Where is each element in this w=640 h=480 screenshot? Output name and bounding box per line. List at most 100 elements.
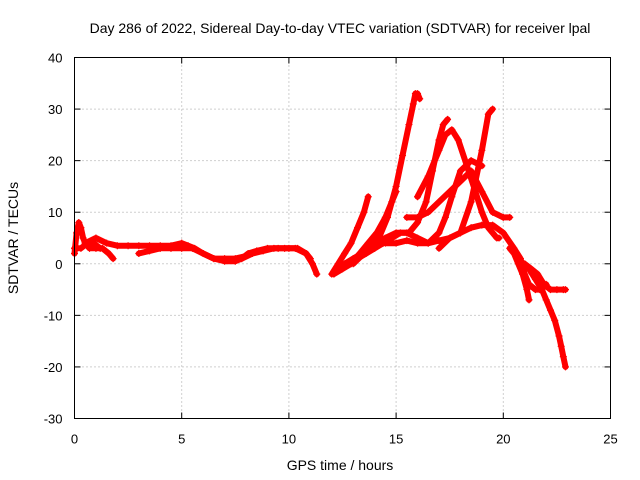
x-tick-label: 0 (71, 432, 78, 447)
data-point (542, 296, 550, 304)
x-axis-label: GPS time / hours (287, 457, 394, 473)
series-arc-15 (506, 244, 533, 304)
data-point (188, 244, 196, 252)
data-point (135, 242, 143, 250)
data-point (555, 332, 563, 340)
data-point (259, 247, 267, 255)
data-point (364, 193, 372, 201)
data-point (113, 242, 121, 250)
data-point (424, 208, 432, 216)
data-point (495, 234, 503, 242)
series-arc-17 (525, 265, 569, 371)
y-tick-label: 40 (48, 51, 62, 66)
grid (74, 57, 611, 419)
data-point (439, 121, 447, 129)
data-point (519, 270, 527, 278)
data-point (416, 95, 424, 103)
plot-frame (74, 57, 611, 419)
data-point (467, 157, 475, 165)
y-tick-label: -10 (44, 308, 63, 323)
data-point (441, 131, 449, 139)
data-point (489, 229, 497, 237)
data-point (456, 167, 464, 175)
data-point (441, 213, 449, 221)
series-arc-5 (238, 244, 321, 278)
x-tick-label: 5 (178, 432, 185, 447)
data-point (281, 244, 289, 252)
data-point (135, 249, 143, 257)
data-point (546, 306, 554, 314)
data-point (446, 188, 454, 196)
data-point (435, 146, 443, 154)
data-point (178, 244, 186, 252)
data-point (456, 229, 464, 237)
data-point (484, 110, 492, 118)
data-point (336, 265, 344, 273)
data-point (347, 239, 355, 247)
y-tick-label: 20 (48, 154, 62, 169)
data-point (435, 229, 443, 237)
series-trace (436, 222, 550, 293)
data-point (238, 255, 246, 263)
data-point (103, 239, 111, 247)
data-point (403, 213, 411, 221)
data-point (467, 224, 475, 232)
data-point (79, 234, 87, 242)
data-point (270, 244, 278, 252)
data-point (221, 255, 229, 263)
data-point (392, 239, 400, 247)
data-point (467, 198, 475, 206)
data-point (109, 255, 117, 263)
y-tick-label: -20 (44, 360, 63, 375)
data-point (75, 219, 83, 227)
data-point (96, 244, 104, 252)
data-point (330, 270, 338, 278)
data-point (456, 177, 464, 185)
x-tick-label: 20 (496, 432, 510, 447)
data-point (403, 229, 411, 237)
data-point (463, 162, 471, 170)
y-axis-label: SDTVAR / TECUs (5, 182, 21, 294)
data-point (478, 188, 486, 196)
series-trace (526, 265, 569, 370)
data-point (371, 239, 379, 247)
data-point (435, 198, 443, 206)
y-tick-label: 10 (48, 205, 62, 220)
data-point (77, 244, 85, 252)
data-point (248, 249, 256, 257)
data-point (399, 151, 407, 159)
data-point (146, 247, 154, 255)
data-point (92, 234, 100, 242)
data-point (77, 224, 85, 232)
data-point (381, 239, 389, 247)
data-point (546, 286, 554, 294)
data-point (525, 296, 533, 304)
data-point (559, 353, 567, 361)
data-point (414, 239, 422, 247)
data-point (478, 146, 486, 154)
data-point (561, 363, 569, 371)
data-point (435, 244, 443, 252)
data-point (360, 249, 368, 257)
series-arc-4 (135, 244, 250, 263)
data-point (424, 172, 432, 180)
x-tick-label: 15 (389, 432, 403, 447)
data-point (551, 317, 559, 325)
x-tick-label: 25 (603, 432, 617, 447)
data-point (553, 286, 561, 294)
data-point (506, 213, 514, 221)
data-point (156, 244, 164, 252)
data-point (81, 239, 89, 247)
data-point (489, 221, 497, 229)
data-point (349, 260, 357, 268)
data-point (448, 193, 456, 201)
data-point (446, 234, 454, 242)
data-point (514, 260, 522, 268)
data-point (302, 249, 310, 257)
data-point (531, 275, 539, 283)
data-point (409, 100, 417, 108)
chart-title: Day 286 of 2022, Sidereal Day-to-day VTE… (90, 20, 591, 36)
data-point (478, 221, 486, 229)
data-point (422, 198, 430, 206)
